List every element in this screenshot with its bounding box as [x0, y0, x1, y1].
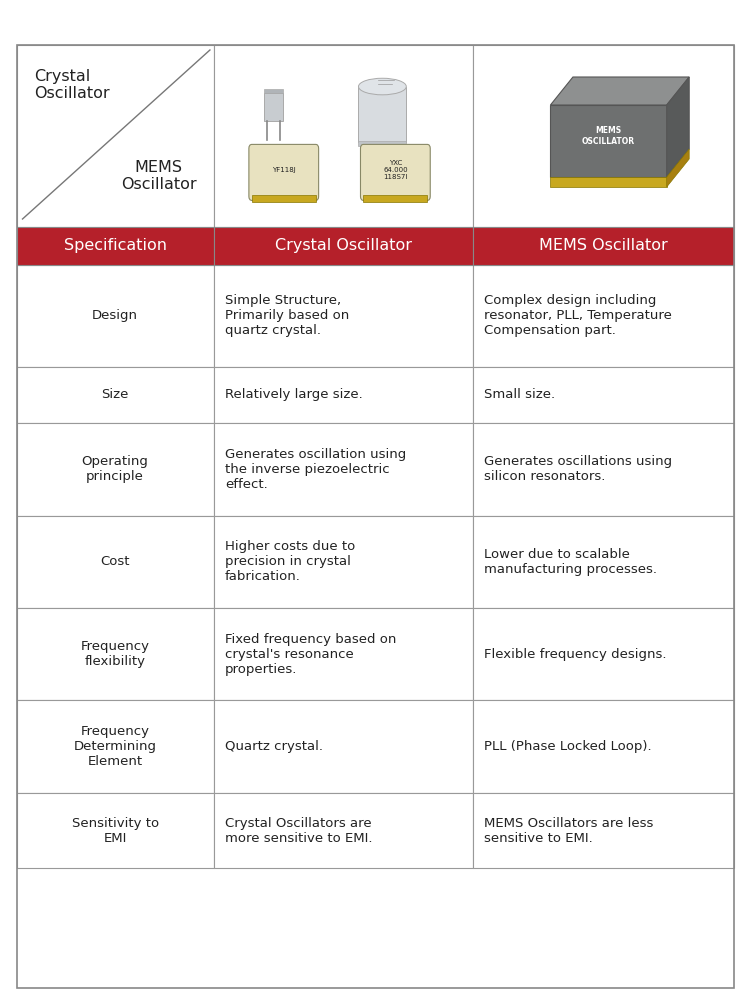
Bar — [358, 87, 407, 142]
Text: MEMS Oscillators are less
sensitive to EMI.: MEMS Oscillators are less sensitive to E… — [484, 817, 654, 845]
Text: Crystal
Oscillator: Crystal Oscillator — [34, 69, 110, 101]
Ellipse shape — [358, 78, 407, 95]
Bar — [16, 793, 214, 868]
Bar — [214, 227, 473, 265]
Polygon shape — [550, 177, 667, 187]
Text: Design: Design — [92, 309, 138, 322]
Bar — [214, 608, 473, 700]
Bar — [16, 367, 214, 423]
Bar — [364, 195, 428, 202]
Bar — [214, 423, 473, 516]
Text: Crystal Oscillators are
more sensitive to EMI.: Crystal Oscillators are more sensitive t… — [225, 817, 373, 845]
Text: Cost: Cost — [100, 555, 130, 568]
Bar — [473, 700, 734, 793]
Bar — [16, 265, 214, 367]
Text: YXC
64.000
118S7I: YXC 64.000 118S7I — [383, 160, 408, 180]
Text: Relatively large size.: Relatively large size. — [225, 388, 363, 401]
Text: Specification: Specification — [64, 238, 167, 253]
Bar — [473, 608, 734, 700]
Text: YF118J: YF118J — [272, 167, 296, 173]
Text: MEMS Oscillator: MEMS Oscillator — [539, 238, 668, 253]
Text: Generates oscillation using
the inverse piezoelectric
effect.: Generates oscillation using the inverse … — [225, 448, 406, 491]
Text: Size: Size — [101, 388, 129, 401]
Bar — [16, 516, 214, 608]
Bar — [214, 516, 473, 608]
Bar — [214, 793, 473, 868]
Bar — [16, 608, 214, 700]
FancyBboxPatch shape — [249, 144, 319, 200]
Polygon shape — [550, 77, 689, 105]
Text: Complex design including
resonator, PLL, Temperature
Compensation part.: Complex design including resonator, PLL,… — [484, 294, 672, 337]
Bar — [264, 93, 283, 121]
Bar — [16, 227, 214, 265]
Text: Generates oscillations using
silicon resonators.: Generates oscillations using silicon res… — [484, 455, 673, 483]
Bar — [358, 141, 407, 146]
Text: Crystal Oscillator: Crystal Oscillator — [275, 238, 412, 253]
Text: Quartz crystal.: Quartz crystal. — [225, 740, 323, 753]
Bar — [214, 367, 473, 423]
Bar — [473, 265, 734, 367]
Polygon shape — [550, 105, 667, 177]
Text: Flexible frequency designs.: Flexible frequency designs. — [484, 648, 667, 661]
Bar — [214, 700, 473, 793]
Text: Fixed frequency based on
crystal's resonance
properties.: Fixed frequency based on crystal's reson… — [225, 633, 396, 676]
Text: Small size.: Small size. — [484, 388, 556, 401]
Text: Frequency
flexibility: Frequency flexibility — [80, 640, 149, 668]
Polygon shape — [667, 149, 689, 187]
Text: Simple Structure,
Primarily based on
quartz crystal.: Simple Structure, Primarily based on qua… — [225, 294, 350, 337]
Bar — [214, 265, 473, 367]
Text: Operating
principle: Operating principle — [82, 455, 148, 483]
Bar — [264, 89, 283, 93]
Text: Lower due to scalable
manufacturing processes.: Lower due to scalable manufacturing proc… — [484, 548, 658, 576]
Bar — [16, 45, 214, 227]
Bar — [16, 423, 214, 516]
Text: Higher costs due to
precision in crystal
fabrication.: Higher costs due to precision in crystal… — [225, 540, 356, 583]
Bar — [473, 45, 734, 227]
Text: MEMS
OSCILLATOR: MEMS OSCILLATOR — [582, 126, 635, 146]
Text: MEMS
Oscillator: MEMS Oscillator — [121, 160, 196, 192]
Polygon shape — [667, 77, 689, 177]
Bar — [473, 423, 734, 516]
Bar — [214, 45, 473, 227]
Text: Frequency
Determining
Element: Frequency Determining Element — [74, 725, 157, 768]
Bar — [473, 227, 734, 265]
Text: PLL (Phase Locked Loop).: PLL (Phase Locked Loop). — [484, 740, 652, 753]
Text: Sensitivity to
EMI: Sensitivity to EMI — [71, 817, 159, 845]
FancyBboxPatch shape — [361, 144, 430, 200]
Bar — [473, 367, 734, 423]
Bar — [473, 516, 734, 608]
Bar — [473, 793, 734, 868]
Bar — [252, 195, 316, 202]
Bar — [16, 700, 214, 793]
